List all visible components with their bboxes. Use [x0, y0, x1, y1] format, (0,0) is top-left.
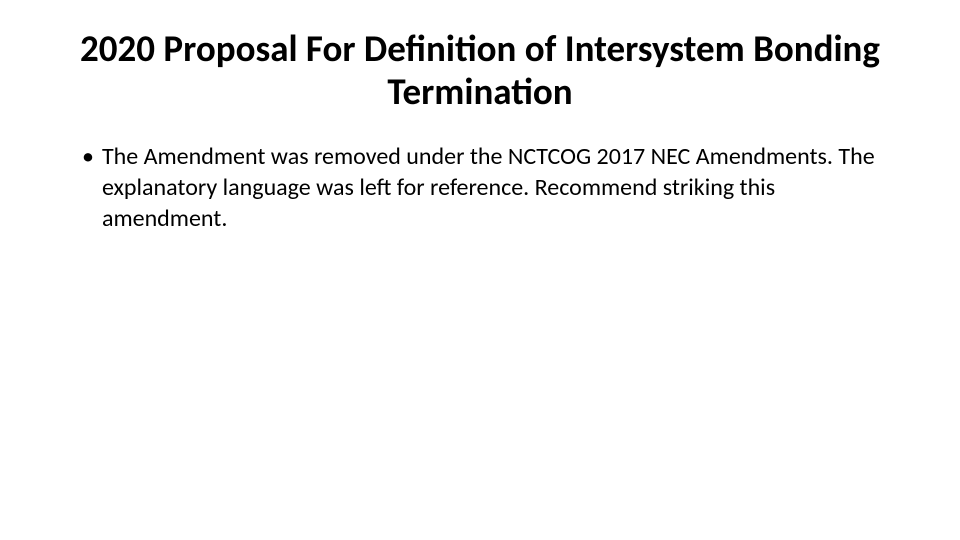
bullet-text: The Amendment was removed under the NCTC…	[102, 141, 900, 235]
slide-container: 2020 Proposal For Definition of Intersys…	[0, 0, 960, 540]
slide-body: • The Amendment was removed under the NC…	[60, 141, 900, 235]
slide-title: 2020 Proposal For Definition of Intersys…	[60, 28, 900, 113]
bullet-marker: •	[82, 141, 94, 172]
bullet-item: • The Amendment was removed under the NC…	[82, 141, 900, 235]
